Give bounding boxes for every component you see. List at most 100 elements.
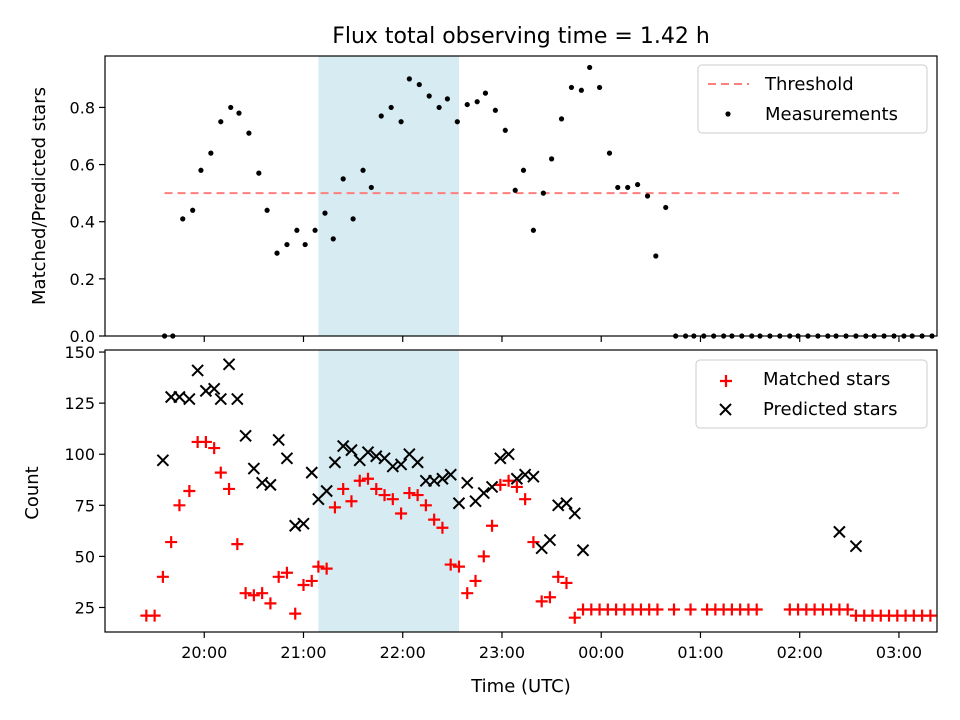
ratio-panel-frame <box>104 55 938 337</box>
predicted-star-point <box>568 507 581 520</box>
matched-star-point <box>156 570 169 583</box>
matched-star-point <box>419 499 432 512</box>
count-panel-frame <box>104 349 938 633</box>
matched-star-point <box>199 435 212 448</box>
matched-star-point <box>280 566 293 579</box>
predicted-star-point <box>527 470 540 483</box>
count-y-tick-label: 125 <box>64 394 95 413</box>
predicted-star-point <box>833 525 846 539</box>
measurement-point <box>492 107 498 113</box>
matched-star-points <box>140 435 937 624</box>
measurement-point <box>606 150 613 156</box>
matched-star-point <box>173 499 186 512</box>
matched-star-point <box>841 603 854 616</box>
matched-star-point <box>148 609 161 622</box>
matched-star-point <box>247 589 260 602</box>
matched-star-point <box>386 493 399 506</box>
count-x-tick-label: 03:00 <box>876 643 922 662</box>
count-panel: 25 50 75 100 125 150 20:00 21:00 22:00 23:00 00:0… <box>22 343 938 697</box>
measurement-point <box>426 93 432 99</box>
predicted-star-point <box>183 392 196 406</box>
matched-star-point <box>337 482 350 495</box>
matched-star-point <box>183 485 196 497</box>
measurement-point <box>530 227 537 233</box>
ratio-y-axis-label: Matched/Predicted stars <box>29 87 50 305</box>
matched-star-point <box>494 478 507 491</box>
predicted-star-point <box>494 452 507 465</box>
legend-measurements-label: Measurements <box>765 104 898 125</box>
measurement-point <box>330 236 336 242</box>
measurement-point <box>198 167 204 173</box>
predicted-star-point <box>239 429 252 443</box>
matched-star-point <box>668 603 681 616</box>
predicted-star-point <box>444 468 457 481</box>
matched-star-point <box>223 482 236 495</box>
predicted-star-point <box>502 448 515 461</box>
matched-star-point <box>214 466 227 479</box>
matched-star-point <box>428 513 441 526</box>
matched-star-point <box>502 474 515 487</box>
measurement-point <box>482 90 489 96</box>
ratio-y-tick-label: 0.6 <box>70 156 95 175</box>
measurement-point <box>340 176 346 182</box>
count-y-tick-label: 50 <box>75 547 95 566</box>
predicted-star-point <box>560 497 573 510</box>
measurement-point <box>464 101 470 108</box>
count-y-tick-label: 75 <box>75 496 95 515</box>
measurement-point <box>558 116 565 122</box>
count-y-axis-ticks: 25 50 75 100 125 150 <box>64 343 105 617</box>
count-x-tick-label: 20:00 <box>181 643 227 662</box>
predicted-star-point <box>297 517 310 530</box>
count-legend: Matched stars Predicted stars <box>695 359 928 429</box>
matched-star-point <box>345 495 358 508</box>
count-x-tick-label: 21:00 <box>280 643 326 662</box>
predicted-star-point <box>264 478 277 492</box>
measurement-point <box>236 110 242 116</box>
measurement-point <box>512 187 518 193</box>
matched-star-point <box>535 595 548 608</box>
ratio-panel: 0.00.20.40.60.8 Matched/Predicted stars … <box>29 55 938 346</box>
matched-star-point <box>486 519 499 532</box>
matched-star-point <box>436 521 449 534</box>
count-y-tick-label: 100 <box>64 445 95 464</box>
matched-star-point <box>651 603 664 616</box>
ratio-y-axis-ticks: 0.0 0.2 0.4 0.6 0.8 <box>70 98 105 346</box>
predicted-star-point <box>485 480 499 494</box>
figure-title: Flux total observing time = 1.42 h <box>332 24 710 49</box>
count-x-axis-ticks: 20:00 21:00 22:00 23:00 00:00 01:00 02:00 03:00 <box>181 632 922 662</box>
measurement-point <box>644 193 651 199</box>
matched-star-point <box>684 603 697 616</box>
predicted-star-point <box>477 486 490 500</box>
predicted-star-point <box>272 433 285 447</box>
count-x-tick-label: 00:00 <box>578 643 624 662</box>
count-x-tick-label: 22:00 <box>380 643 426 662</box>
matched-star-point <box>297 579 310 591</box>
measurement-point <box>180 216 186 222</box>
predicted-star-point <box>345 443 358 457</box>
matched-star-point <box>477 550 490 563</box>
matched-star-point <box>469 574 482 587</box>
measurement-point <box>360 167 366 173</box>
matched-star-point <box>568 611 581 624</box>
matched-star-point <box>527 536 540 549</box>
matched-star-point <box>320 562 333 575</box>
ratio-y-tick-label: 0.2 <box>70 270 95 289</box>
count-x-tick-label: 23:00 <box>479 643 525 662</box>
predicted-star-point <box>436 472 449 485</box>
predicted-star-point <box>394 458 408 471</box>
ratio-legend: Threshold Measurements <box>697 64 928 134</box>
predicted-star-point <box>247 462 261 475</box>
predicted-star-point <box>411 456 424 469</box>
matched-star-point <box>543 591 556 604</box>
matched-star-point <box>239 587 252 600</box>
measurement-point <box>378 113 384 119</box>
predicted-star-point <box>231 392 244 406</box>
predicted-star-point <box>222 358 236 371</box>
matched-star-point <box>328 501 341 514</box>
predicted-star-point <box>214 392 227 406</box>
predicted-star-point <box>461 476 474 490</box>
matched-star-point <box>231 538 244 551</box>
predicted-star-point <box>207 382 221 396</box>
measurement-point <box>274 250 280 256</box>
